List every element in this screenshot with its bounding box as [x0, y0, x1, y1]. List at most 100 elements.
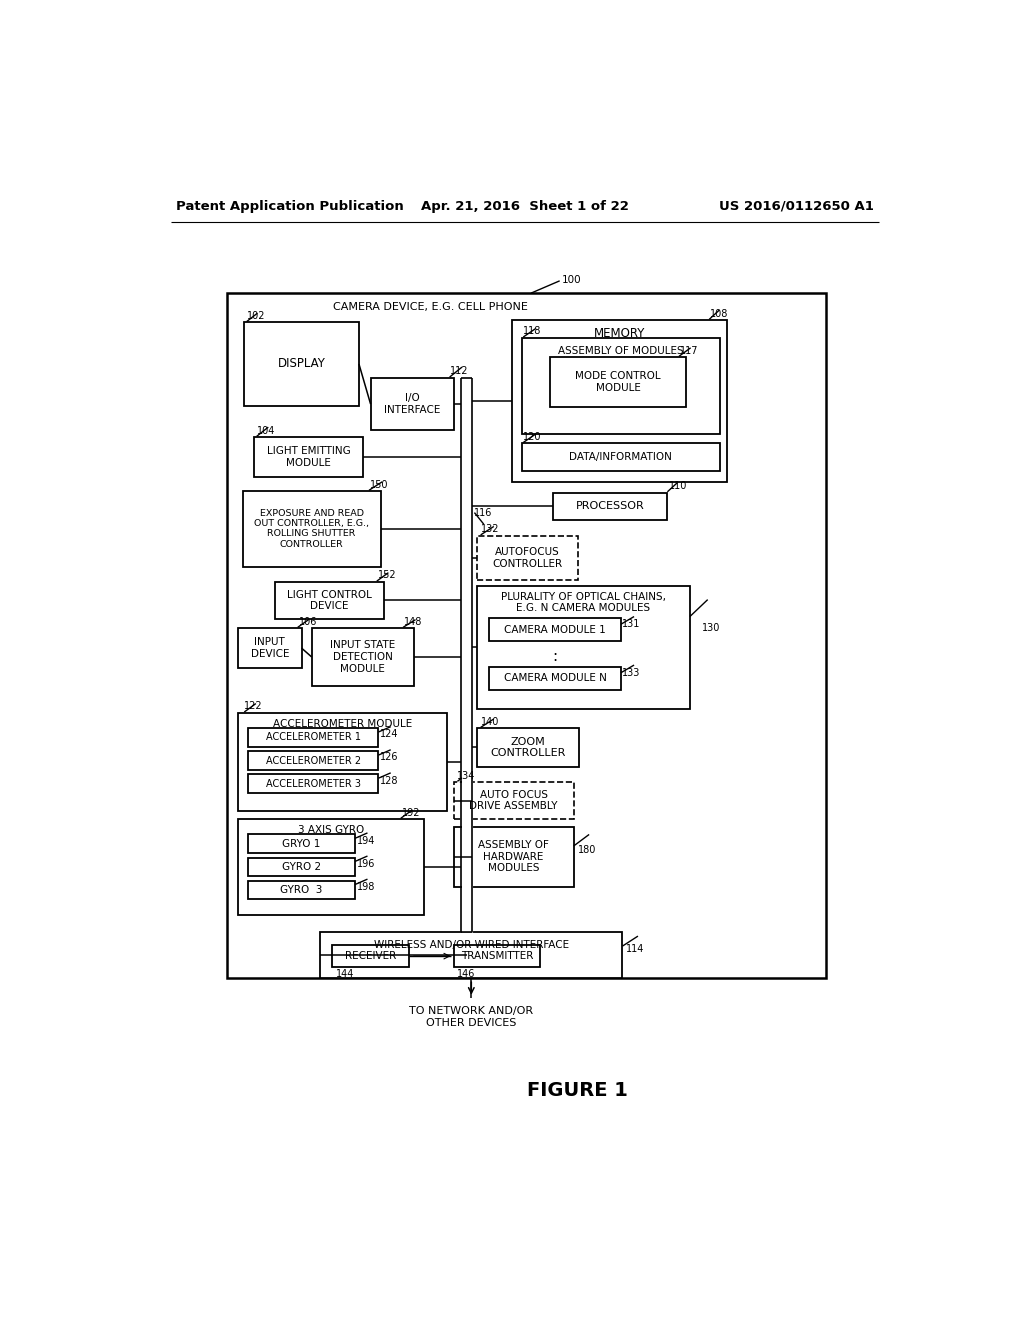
Text: 132: 132: [480, 524, 499, 535]
Text: FIGURE 1: FIGURE 1: [527, 1081, 628, 1100]
Bar: [243, 491, 381, 566]
Text: GRYO 1: GRYO 1: [283, 838, 321, 849]
Text: 118: 118: [523, 326, 542, 337]
Bar: [227, 293, 825, 978]
Bar: [245, 322, 359, 405]
Text: INPUT STATE
DETECTION
MODULE: INPUT STATE DETECTION MODULE: [330, 640, 395, 673]
Bar: [321, 932, 623, 978]
Text: MEMORY: MEMORY: [594, 326, 645, 339]
Text: :: :: [553, 649, 558, 664]
Bar: [311, 628, 414, 686]
Bar: [248, 729, 378, 747]
Text: 108: 108: [710, 309, 728, 318]
Bar: [477, 536, 578, 581]
Text: DISPLAY: DISPLAY: [278, 358, 326, 371]
Text: 116: 116: [474, 508, 493, 517]
Text: ACCELEROMETER 2: ACCELEROMETER 2: [265, 755, 360, 766]
Text: PROCESSOR: PROCESSOR: [575, 502, 644, 511]
Text: EXPOSURE AND READ
OUT CONTROLLER, E.G.,
ROLLING SHUTTER
CONTROLLER: EXPOSURE AND READ OUT CONTROLLER, E.G., …: [254, 508, 370, 549]
Bar: [489, 667, 621, 689]
Text: 194: 194: [356, 836, 375, 846]
Text: 110: 110: [669, 480, 687, 491]
Bar: [371, 378, 455, 430]
Text: CAMERA DEVICE, E.G. CELL PHONE: CAMERA DEVICE, E.G. CELL PHONE: [333, 302, 527, 312]
Bar: [254, 437, 362, 478]
Text: TRANSMITTER: TRANSMITTER: [461, 952, 534, 961]
Bar: [489, 618, 621, 642]
Text: Patent Application Publication: Patent Application Publication: [176, 199, 403, 213]
Text: 198: 198: [356, 882, 375, 892]
Bar: [454, 826, 573, 887]
Text: RECEIVER: RECEIVER: [345, 952, 396, 961]
Text: MODE CONTROL
MODULE: MODE CONTROL MODULE: [575, 371, 662, 393]
Text: AUTO FOCUS
DRIVE ASSEMBLY: AUTO FOCUS DRIVE ASSEMBLY: [469, 789, 558, 812]
Text: 144: 144: [336, 969, 354, 979]
Text: 122: 122: [245, 701, 263, 711]
Text: 180: 180: [578, 845, 596, 855]
Bar: [521, 338, 720, 434]
Text: 117: 117: [680, 346, 698, 355]
Text: 131: 131: [623, 619, 641, 630]
Text: 134: 134: [458, 771, 476, 780]
Text: 126: 126: [380, 752, 398, 763]
Text: 196: 196: [356, 859, 375, 869]
Bar: [454, 781, 573, 818]
Text: 192: 192: [402, 808, 421, 817]
Bar: [248, 880, 355, 899]
Text: ACCELEROMETER 3: ACCELEROMETER 3: [265, 779, 360, 788]
Text: LIGHT CONTROL
DEVICE: LIGHT CONTROL DEVICE: [287, 590, 372, 611]
Text: 146: 146: [458, 969, 476, 979]
Text: 130: 130: [702, 623, 721, 634]
Text: 102: 102: [247, 312, 265, 321]
Text: INPUT
DEVICE: INPUT DEVICE: [251, 638, 289, 659]
Text: AUTOFOCUS
CONTROLLER: AUTOFOCUS CONTROLLER: [493, 548, 562, 569]
Bar: [238, 628, 302, 668]
Bar: [238, 713, 447, 812]
Bar: [248, 751, 378, 770]
Bar: [454, 945, 541, 966]
Text: ASSEMBLY OF
HARDWARE
MODULES: ASSEMBLY OF HARDWARE MODULES: [478, 841, 549, 874]
Text: 104: 104: [257, 425, 275, 436]
Text: 100: 100: [562, 275, 582, 285]
Text: 128: 128: [380, 776, 398, 785]
Bar: [550, 358, 686, 407]
Text: 120: 120: [523, 432, 542, 442]
Bar: [238, 818, 424, 915]
Text: ACCELEROMETER MODULE: ACCELEROMETER MODULE: [273, 718, 413, 729]
Text: CAMERA MODULE 1: CAMERA MODULE 1: [504, 624, 606, 635]
Text: I/O
INTERFACE: I/O INTERFACE: [384, 393, 440, 414]
Text: 152: 152: [378, 570, 396, 581]
Text: US 2016/0112650 A1: US 2016/0112650 A1: [719, 199, 873, 213]
Bar: [275, 582, 384, 619]
Bar: [248, 834, 355, 853]
Text: TO NETWORK AND/OR
OTHER DEVICES: TO NETWORK AND/OR OTHER DEVICES: [410, 1006, 534, 1028]
Text: GYRO  3: GYRO 3: [281, 884, 323, 895]
Bar: [512, 321, 727, 482]
Text: 3 AXIS GYRO: 3 AXIS GYRO: [298, 825, 365, 834]
Text: DATA/INFORMATION: DATA/INFORMATION: [569, 453, 673, 462]
Text: ASSEMBLY OF MODULES: ASSEMBLY OF MODULES: [558, 346, 684, 356]
Text: 148: 148: [403, 616, 422, 627]
Bar: [521, 444, 720, 471]
Text: 140: 140: [480, 717, 499, 726]
Bar: [477, 586, 690, 709]
Text: 150: 150: [370, 479, 388, 490]
Text: 114: 114: [627, 944, 645, 954]
Bar: [248, 858, 355, 876]
Text: Apr. 21, 2016  Sheet 1 of 22: Apr. 21, 2016 Sheet 1 of 22: [421, 199, 629, 213]
Text: GYRO 2: GYRO 2: [282, 862, 322, 871]
Text: ACCELEROMETER 1: ACCELEROMETER 1: [265, 733, 360, 742]
Text: LIGHT EMITTING
MODULE: LIGHT EMITTING MODULE: [266, 446, 350, 469]
Text: 133: 133: [623, 668, 641, 677]
Text: ZOOM
CONTROLLER: ZOOM CONTROLLER: [490, 737, 565, 758]
Bar: [332, 945, 410, 966]
Text: 106: 106: [299, 616, 316, 627]
Text: WIRELESS AND/OR WIRED INTERFACE: WIRELESS AND/OR WIRED INTERFACE: [374, 940, 569, 949]
Text: PLURALITY OF OPTICAL CHAINS,
E.G. N CAMERA MODULES: PLURALITY OF OPTICAL CHAINS, E.G. N CAME…: [501, 591, 666, 614]
Text: 112: 112: [451, 367, 469, 376]
Bar: [477, 729, 579, 767]
Text: 124: 124: [380, 730, 398, 739]
Bar: [553, 492, 668, 520]
Text: CAMERA MODULE N: CAMERA MODULE N: [504, 673, 606, 684]
Bar: [248, 775, 378, 793]
